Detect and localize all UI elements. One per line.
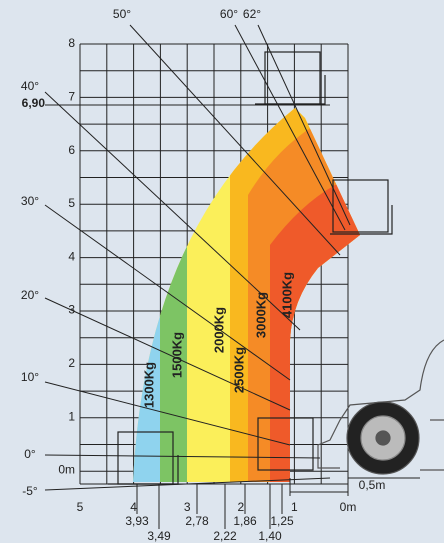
machine bbox=[318, 340, 444, 474]
angle-label: 60° bbox=[220, 7, 238, 21]
x-label: 2 bbox=[237, 500, 244, 514]
x-label: 4 bbox=[130, 500, 137, 514]
reach-label: 1,25 bbox=[270, 514, 294, 528]
angle-label: 40° bbox=[21, 79, 39, 93]
angle-label: 50° bbox=[113, 7, 131, 21]
reach-label: 1,86 bbox=[233, 514, 257, 528]
angle-label: 10° bbox=[21, 370, 39, 384]
zone-label: 4100Kg bbox=[279, 272, 294, 318]
reach-label: 2,22 bbox=[213, 529, 237, 543]
y-label: 4 bbox=[68, 249, 75, 263]
y-label: 0m bbox=[58, 463, 75, 477]
y-label: 8 bbox=[68, 36, 75, 50]
y-label: 6 bbox=[68, 143, 75, 157]
zone-label: 2500Kg bbox=[231, 347, 246, 393]
dimension-label: 0,5m bbox=[359, 478, 386, 492]
zone-label: 1300Kg bbox=[141, 362, 156, 408]
angle-label: 0° bbox=[24, 447, 36, 461]
zone-label: 2000Kg bbox=[211, 307, 226, 353]
angle-label: 30° bbox=[21, 194, 39, 208]
zone-label: 3000Kg bbox=[253, 292, 268, 338]
y-label: 2 bbox=[68, 356, 75, 370]
y-label: 7 bbox=[68, 89, 75, 103]
max-height: 6,90 bbox=[22, 96, 46, 110]
x-label: 3 bbox=[184, 500, 191, 514]
x-label: 1 bbox=[291, 500, 298, 514]
x-label: 0m bbox=[340, 500, 357, 514]
y-label: 1 bbox=[68, 409, 75, 423]
angle-label: -5° bbox=[22, 484, 38, 498]
angle-label: 20° bbox=[21, 288, 39, 302]
angle-label: 62° bbox=[243, 7, 261, 21]
reach-label: 2,78 bbox=[185, 514, 209, 528]
reach-label: 3,49 bbox=[147, 529, 171, 543]
reach-label: 3,93 bbox=[125, 514, 149, 528]
dimension bbox=[290, 478, 420, 496]
load-chart: 876543210m6,90543210m3,932,781,861,253,4… bbox=[0, 0, 444, 543]
x-label: 5 bbox=[77, 500, 84, 514]
zone-label: 1500Kg bbox=[169, 332, 184, 378]
y-label: 5 bbox=[68, 196, 75, 210]
reach-label: 1,40 bbox=[258, 529, 282, 543]
